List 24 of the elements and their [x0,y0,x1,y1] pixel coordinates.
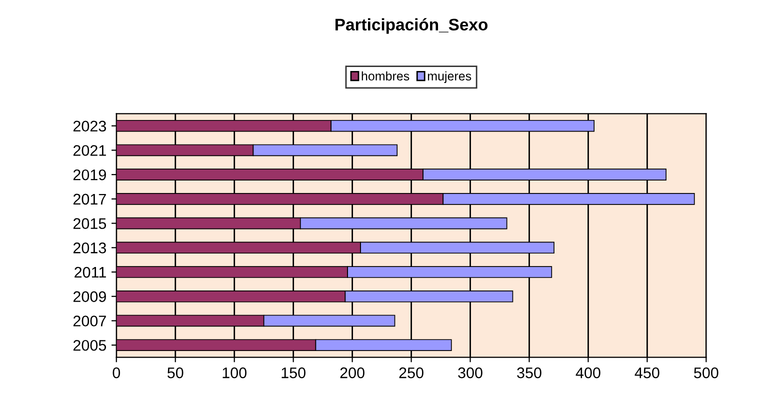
y-tick-label: 2011 [74,266,106,278]
y-tick-label: 2013 [73,242,106,254]
y-tick-label: 2021 [73,145,106,156]
x-tick-label: 100 [222,367,246,378]
x-tick-label: 200 [340,367,364,378]
x-tick-label: 500 [694,367,718,378]
y-tick-label: 2005 [73,340,106,351]
y-tick-label: 2019 [73,169,106,180]
x-tick-label: 250 [399,367,424,378]
y-tick-label: 2015 [73,218,106,229]
legend-label: hombres [362,71,410,81]
chart-title: Participación_Sexo [336,18,488,34]
y-tick-label: 2007 [73,316,106,326]
x-tick-label: 350 [517,367,542,378]
x-tick-label: 450 [634,367,660,378]
x-tick-label: 50 [167,367,184,378]
y-tick-label: 2017 [73,194,106,205]
x-tick-label: 0 [112,367,120,378]
legend-label: mujeres [428,71,472,83]
x-tick-label: 300 [458,367,482,378]
y-tick-label: 2009 [73,291,106,302]
y-tick-label: 2023 [73,120,106,132]
x-tick-label: 150 [282,367,306,378]
x-tick-label: 400 [576,367,600,378]
